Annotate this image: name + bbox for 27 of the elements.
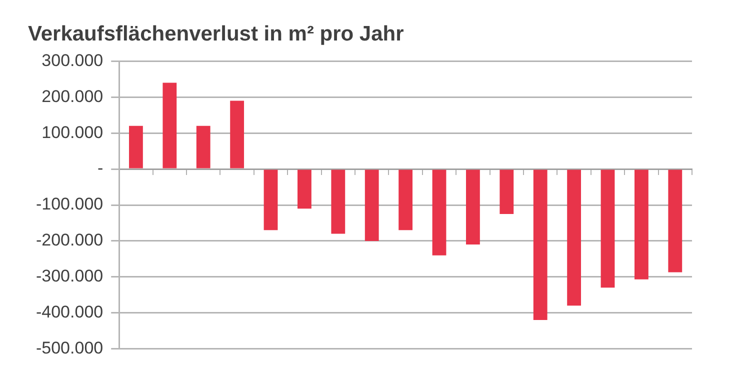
y-tick-label: -100.000	[36, 194, 104, 214]
bar	[230, 100, 244, 168]
bar	[331, 170, 346, 234]
y-tick-label: -500.000	[36, 338, 104, 358]
y-tick-label: 300.000	[42, 50, 104, 70]
bar	[162, 82, 177, 168]
bar	[567, 170, 582, 306]
bar	[264, 170, 278, 230]
bar	[533, 170, 548, 320]
bar	[364, 170, 379, 241]
bar	[196, 126, 210, 168]
bar	[398, 170, 413, 230]
y-tick-label: -300.000	[36, 266, 104, 286]
bar	[668, 170, 682, 272]
bar	[634, 170, 648, 280]
y-tick-label: 200.000	[42, 86, 104, 106]
bar	[129, 126, 143, 168]
y-tick-label: -200.000	[36, 230, 104, 250]
y-tick-label: 100.000	[42, 122, 104, 142]
chart-title: Verkaufsflächenverlust in m² pro Jahr	[28, 22, 404, 46]
bar	[600, 170, 615, 288]
bar	[466, 170, 480, 245]
y-tick-label: -400.000	[36, 302, 104, 322]
y-tick-label: -	[97, 158, 104, 178]
bar	[432, 170, 446, 256]
bar	[500, 170, 514, 214]
bar	[298, 170, 312, 209]
